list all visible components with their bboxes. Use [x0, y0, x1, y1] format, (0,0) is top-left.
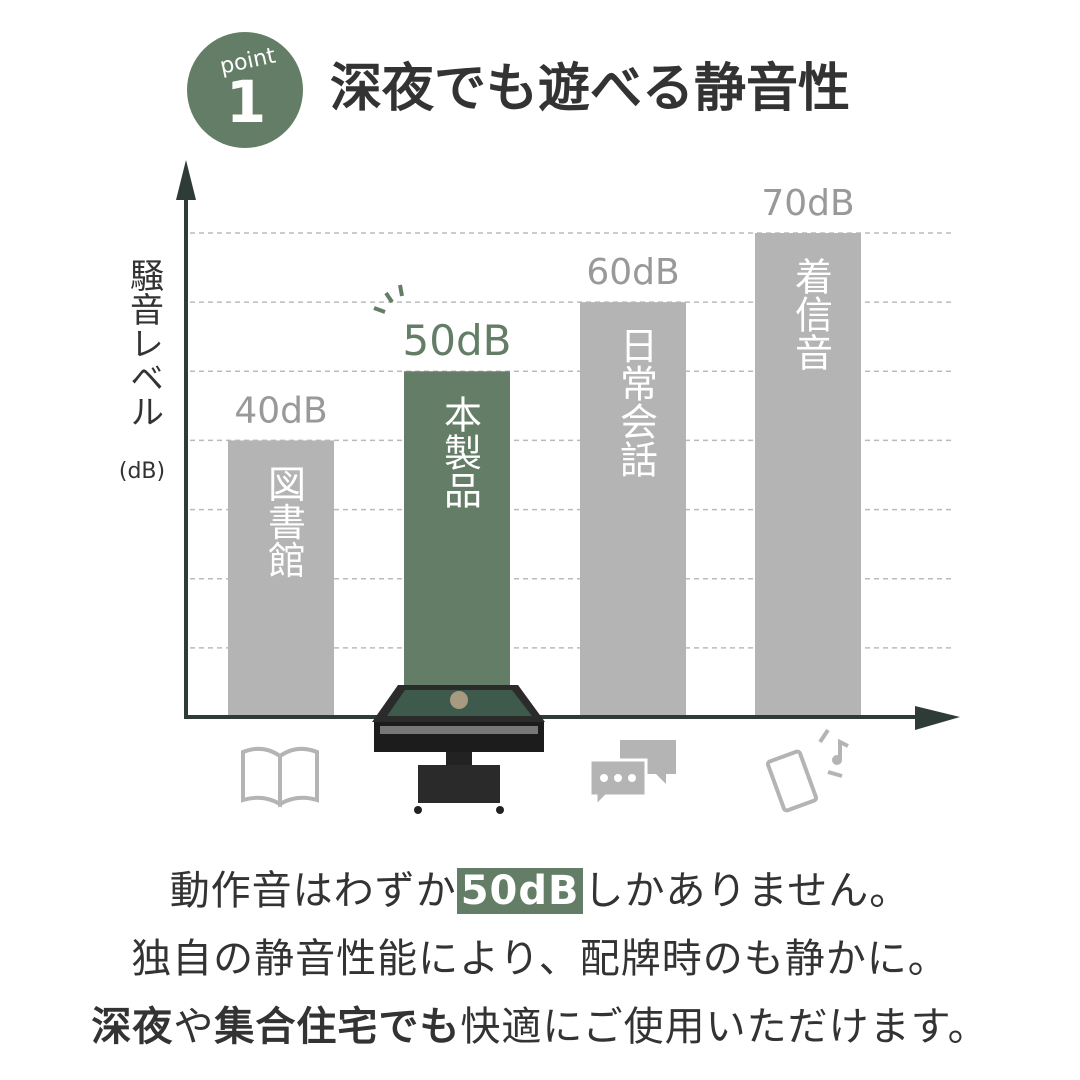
caption-highlight: 50dB	[456, 868, 584, 914]
caption-text: 動作音はわずか	[169, 868, 457, 914]
category-label: 図書館	[262, 464, 306, 578]
y-axis-label: 騒音レベル	[124, 258, 164, 428]
caption-text: しかありません。	[583, 868, 911, 914]
badge	[187, 32, 303, 148]
caption-line: 深夜や集合住宅でも快適にご使用いただけます。	[0, 994, 1080, 1052]
value-label: 60dB	[586, 252, 679, 293]
table-icon	[372, 685, 545, 814]
caption-line: 動作音はわずか 50dB しかありません。	[0, 858, 1080, 916]
caption-line: 独自の静音性能により、配牌時のも静かに。	[0, 926, 1080, 984]
chart: point 1 深夜でも遊べる静音性 騒音レベル (dB) 40dB図書館50d…	[119, 32, 960, 814]
caption-bold: 深夜	[91, 1004, 174, 1050]
bar	[755, 233, 861, 717]
category-label: 日常会話	[614, 326, 658, 478]
book-icon	[241, 746, 319, 808]
chart-title: 深夜でも遊べる静音性	[330, 59, 850, 119]
phone-icon	[765, 728, 849, 813]
bar	[228, 440, 334, 717]
category-label: 本製品	[438, 395, 482, 509]
caption-text: 独自の静音性能により、配牌時のも静かに。	[131, 936, 949, 982]
caption-text: や	[173, 1004, 215, 1050]
badge-number: 1	[226, 68, 266, 136]
y-axis-unit: (dB)	[119, 459, 165, 484]
chat-icon	[588, 740, 676, 810]
value-label: 40dB	[234, 390, 327, 431]
caption-text: 快適にご使用いただけます。	[460, 1004, 989, 1050]
caption-bold: 集合住宅でも	[214, 1004, 461, 1050]
value-label: 50dB	[403, 316, 512, 365]
category-label: 着信音	[789, 257, 833, 371]
bar	[404, 371, 510, 717]
value-label: 70dB	[761, 183, 854, 224]
spark	[373, 284, 404, 314]
x-axis-arrow	[915, 706, 960, 730]
y-axis-arrow	[176, 160, 196, 200]
bar	[580, 302, 686, 717]
